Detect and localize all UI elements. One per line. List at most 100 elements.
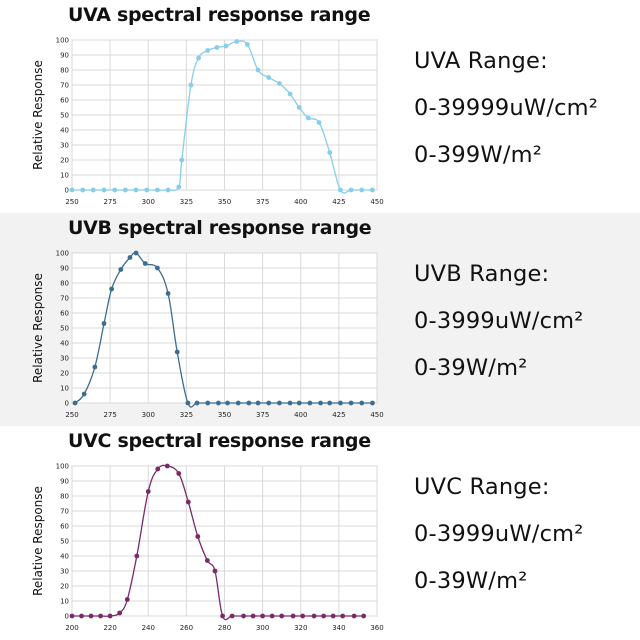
data-point: [205, 48, 211, 53]
data-point: [246, 400, 252, 406]
data-point: [124, 597, 130, 602]
data-point: [220, 613, 225, 619]
data-point: [101, 321, 107, 326]
y-tick-label: 20: [60, 583, 69, 591]
x-tick-label: 400: [294, 198, 307, 206]
data-point: [69, 613, 75, 619]
data-point: [72, 400, 78, 406]
x-tick-label: 300: [142, 411, 155, 419]
data-point: [185, 499, 191, 505]
y-tick-label: 60: [60, 310, 69, 318]
y-tick-label: 90: [60, 478, 69, 486]
data-point: [234, 39, 240, 44]
data-point: [205, 400, 211, 406]
data-point: [266, 400, 272, 406]
x-tick-label: 375: [256, 198, 269, 206]
x-tick-label: 275: [103, 198, 116, 206]
y-tick-label: 40: [60, 553, 69, 561]
data-point: [300, 613, 306, 619]
x-tick-label: 400: [294, 411, 307, 419]
data-point: [296, 400, 302, 406]
uvc-range-w: 0-39W/m²: [414, 568, 528, 594]
y-tick-label: 90: [60, 265, 69, 273]
y-axis-label: Relative Response: [31, 273, 45, 383]
data-point: [155, 265, 160, 271]
data-point: [370, 400, 375, 406]
data-point: [279, 613, 285, 619]
data-point: [174, 349, 180, 355]
data-point: [92, 364, 98, 370]
y-tick-label: 80: [60, 280, 69, 288]
data-point: [348, 187, 354, 193]
data-point: [109, 286, 115, 292]
data-point: [179, 157, 185, 163]
data-point: [330, 613, 336, 619]
x-tick-label: 425: [332, 198, 345, 206]
data-point: [277, 400, 282, 406]
x-tick-label: 250: [65, 198, 78, 206]
y-tick-label: 40: [60, 340, 69, 348]
data-point: [235, 400, 241, 406]
uva-chart: 0 10 20 30 40 50 60 70 80 90 100 250 275 300 325 350 375…: [31, 37, 384, 207]
y-tick-label: 70: [60, 82, 69, 90]
x-tick-label: 250: [65, 411, 78, 419]
y-tick-label: 30: [60, 142, 69, 150]
data-point: [185, 400, 191, 406]
y-tick-label: 80: [60, 493, 69, 501]
data-point: [164, 463, 170, 469]
x-tick-label: 350: [218, 411, 231, 419]
data-point: [305, 115, 311, 121]
y-tick-label: 30: [60, 355, 69, 363]
data-point: [118, 267, 124, 272]
x-tick-label: 320: [294, 624, 307, 632]
data-point: [80, 187, 86, 193]
uva-panel: UVA spectral response range 0 10 20 30 40 50 6…: [0, 0, 640, 213]
y-axis-label: Relative Response: [31, 486, 45, 596]
data-point: [269, 613, 275, 619]
data-point: [266, 75, 272, 80]
data-point: [296, 105, 302, 110]
x-tick-label: 325: [180, 198, 193, 206]
y-tick-label: 10: [60, 172, 69, 180]
x-tick-label: 200: [65, 624, 78, 632]
x-tick-label: 260: [180, 624, 193, 632]
x-tick-label: 280: [218, 624, 231, 632]
y-tick-label: 50: [60, 538, 69, 546]
y-tick-label: 60: [60, 523, 69, 531]
data-point: [260, 613, 266, 619]
y-tick-label: 0: [65, 613, 69, 621]
uvb-panel: UVB spectral response range 0 10 20 30 40 50 6…: [0, 213, 640, 426]
data-point: [327, 150, 333, 155]
uva-range-label: UVA Range:: [414, 48, 548, 74]
data-point: [370, 187, 375, 193]
data-point: [361, 613, 367, 619]
data-point: [255, 400, 261, 406]
data-point: [165, 187, 171, 193]
data-point: [229, 613, 235, 619]
x-tick-label: 375: [256, 411, 269, 419]
data-point: [145, 489, 151, 494]
x-tick-label: 300: [142, 198, 155, 206]
data-point: [338, 400, 343, 406]
data-point: [250, 613, 256, 619]
data-point: [112, 187, 118, 193]
data-point: [287, 400, 293, 406]
uva-range-w: 0-399W/m²: [414, 142, 542, 168]
data-point: [155, 187, 160, 193]
data-point: [195, 534, 201, 539]
data-point: [316, 120, 322, 125]
data-point: [214, 45, 220, 50]
y-tick-label: 20: [60, 370, 69, 378]
chart-title: UVC spectral response range: [68, 430, 371, 452]
y-tick-label: 0: [65, 187, 69, 195]
x-tick-label: 450: [370, 411, 383, 419]
data-point: [107, 613, 113, 619]
data-point: [69, 187, 75, 193]
data-point: [321, 613, 327, 619]
uvc-chart: 0 10 20 30 40 50 60 70 80 90 100 200 220 240 260 280 300…: [31, 463, 384, 633]
data-point: [144, 187, 150, 193]
uvb-range-label: UVB Range:: [414, 261, 550, 287]
data-point: [188, 82, 194, 88]
data-point: [88, 613, 94, 619]
x-tick-label: 450: [370, 198, 383, 206]
